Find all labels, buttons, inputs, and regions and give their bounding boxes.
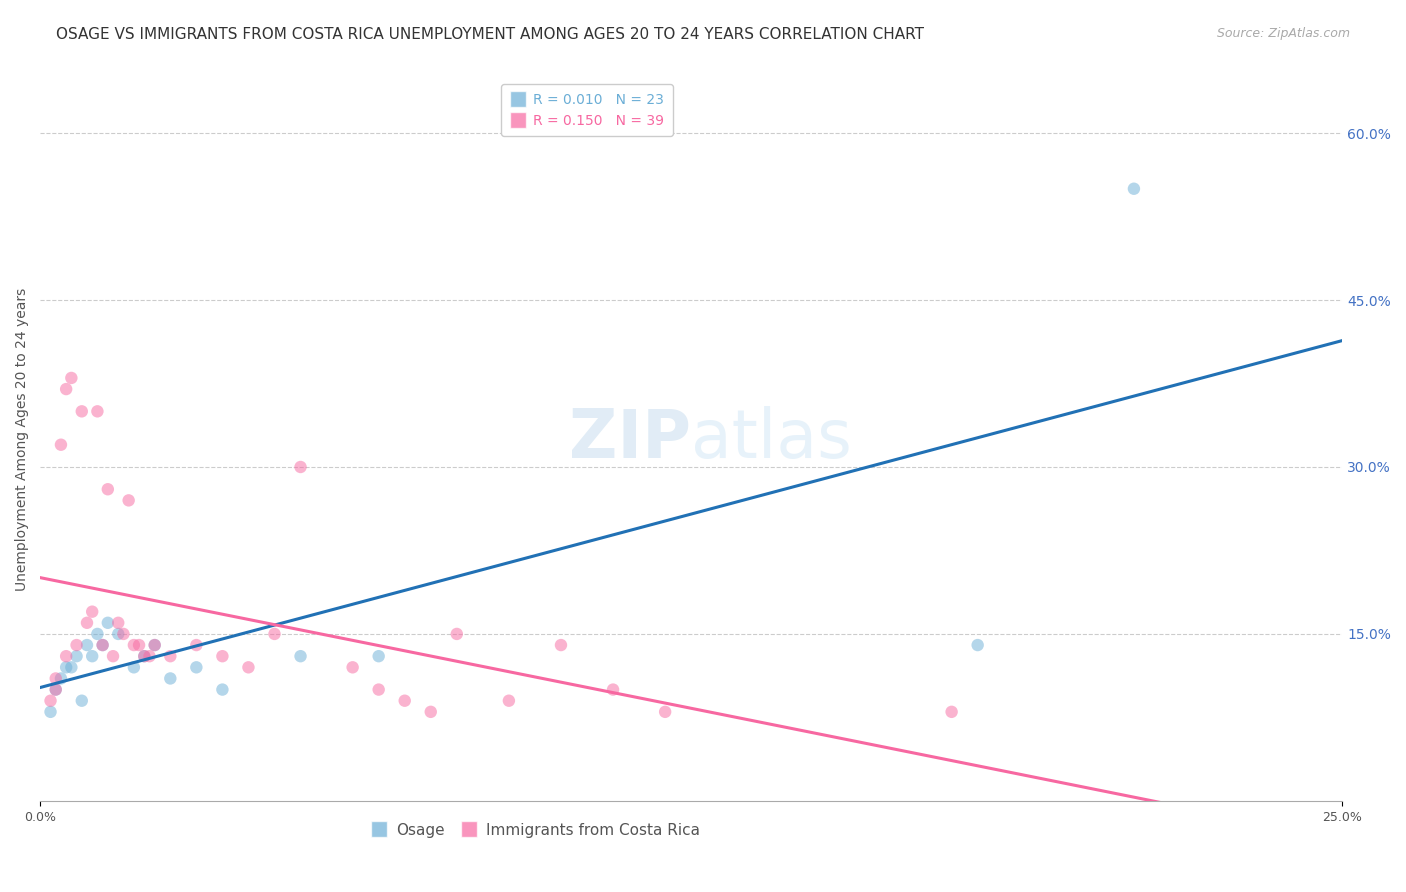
Point: [122, 660, 145, 674]
Point: [91, 638, 114, 652]
Point: [97, 615, 120, 630]
Point: [49, 438, 72, 452]
Point: [112, 627, 135, 641]
Point: [186, 638, 208, 652]
Point: [602, 682, 624, 697]
Point: [159, 672, 181, 686]
Point: [211, 649, 233, 664]
Point: [122, 638, 145, 652]
Point: [82, 605, 104, 619]
Point: [39, 705, 62, 719]
Point: [65, 649, 87, 664]
Y-axis label: Unemployment Among Ages 20 to 24 years: Unemployment Among Ages 20 to 24 years: [15, 287, 30, 591]
Point: [446, 627, 468, 641]
Point: [45, 682, 67, 697]
Point: [82, 649, 104, 664]
Point: [70, 404, 93, 418]
Point: [654, 705, 676, 719]
Point: [238, 660, 260, 674]
Point: [290, 460, 312, 475]
Point: [342, 660, 364, 674]
Point: [134, 649, 156, 664]
Point: [263, 627, 285, 641]
Point: [70, 694, 93, 708]
Text: OSAGE VS IMMIGRANTS FROM COSTA RICA UNEMPLOYMENT AMONG AGES 20 TO 24 YEARS CORRE: OSAGE VS IMMIGRANTS FROM COSTA RICA UNEM…: [56, 27, 924, 42]
Point: [101, 649, 124, 664]
Point: [143, 638, 166, 652]
Point: [138, 649, 160, 664]
Point: [45, 672, 67, 686]
Point: [86, 627, 108, 641]
Point: [118, 493, 141, 508]
Point: [367, 649, 389, 664]
Point: [550, 638, 572, 652]
Point: [367, 682, 389, 697]
Point: [211, 682, 233, 697]
Text: Source: ZipAtlas.com: Source: ZipAtlas.com: [1216, 27, 1350, 40]
Point: [49, 672, 72, 686]
Point: [60, 660, 83, 674]
Point: [65, 638, 87, 652]
Point: [45, 682, 67, 697]
Point: [186, 660, 208, 674]
Text: ZIP: ZIP: [569, 406, 692, 472]
Point: [134, 649, 156, 664]
Legend: Osage, Immigrants from Costa Rica: Osage, Immigrants from Costa Rica: [364, 817, 706, 844]
Point: [159, 649, 181, 664]
Point: [941, 705, 963, 719]
Point: [55, 649, 77, 664]
Point: [55, 660, 77, 674]
Point: [39, 694, 62, 708]
Point: [55, 382, 77, 396]
Point: [76, 638, 98, 652]
Point: [419, 705, 441, 719]
Point: [394, 694, 416, 708]
Point: [76, 615, 98, 630]
Point: [86, 404, 108, 418]
Point: [290, 649, 312, 664]
Point: [60, 371, 83, 385]
Point: [143, 638, 166, 652]
Point: [1122, 182, 1144, 196]
Point: [966, 638, 988, 652]
Point: [107, 615, 129, 630]
Point: [498, 694, 520, 708]
Point: [128, 638, 150, 652]
Point: [97, 482, 120, 496]
Text: atlas: atlas: [692, 406, 852, 472]
Point: [107, 627, 129, 641]
Point: [91, 638, 114, 652]
